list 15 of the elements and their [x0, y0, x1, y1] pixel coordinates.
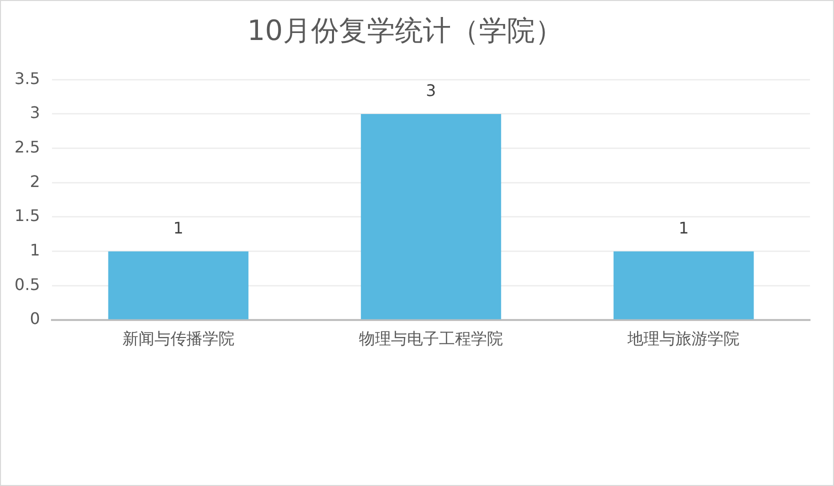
y-tick-label: 2.5 — [14, 137, 40, 156]
y-tick-label: 3 — [30, 103, 40, 122]
y-tick-label: 0.5 — [14, 274, 40, 294]
x-tick-label: 物理与电子工程学院 — [359, 328, 503, 348]
y-tick-label: 3.5 — [14, 68, 40, 88]
y-tick-label: 1.5 — [14, 206, 40, 226]
data-label: 1 — [173, 218, 184, 238]
x-tick-label: 地理与旅游学院 — [626, 328, 740, 348]
x-tick-label: 新闻与传播学院 — [122, 328, 234, 348]
data-label: 1 — [678, 218, 689, 238]
data-label: 3 — [426, 81, 436, 100]
y-tick-label: 1 — [30, 240, 40, 260]
y-tick-label: 2 — [30, 172, 40, 191]
y-tick-label: 0 — [30, 309, 40, 328]
chart-title: 10月份复学统计（学院） — [247, 14, 563, 48]
